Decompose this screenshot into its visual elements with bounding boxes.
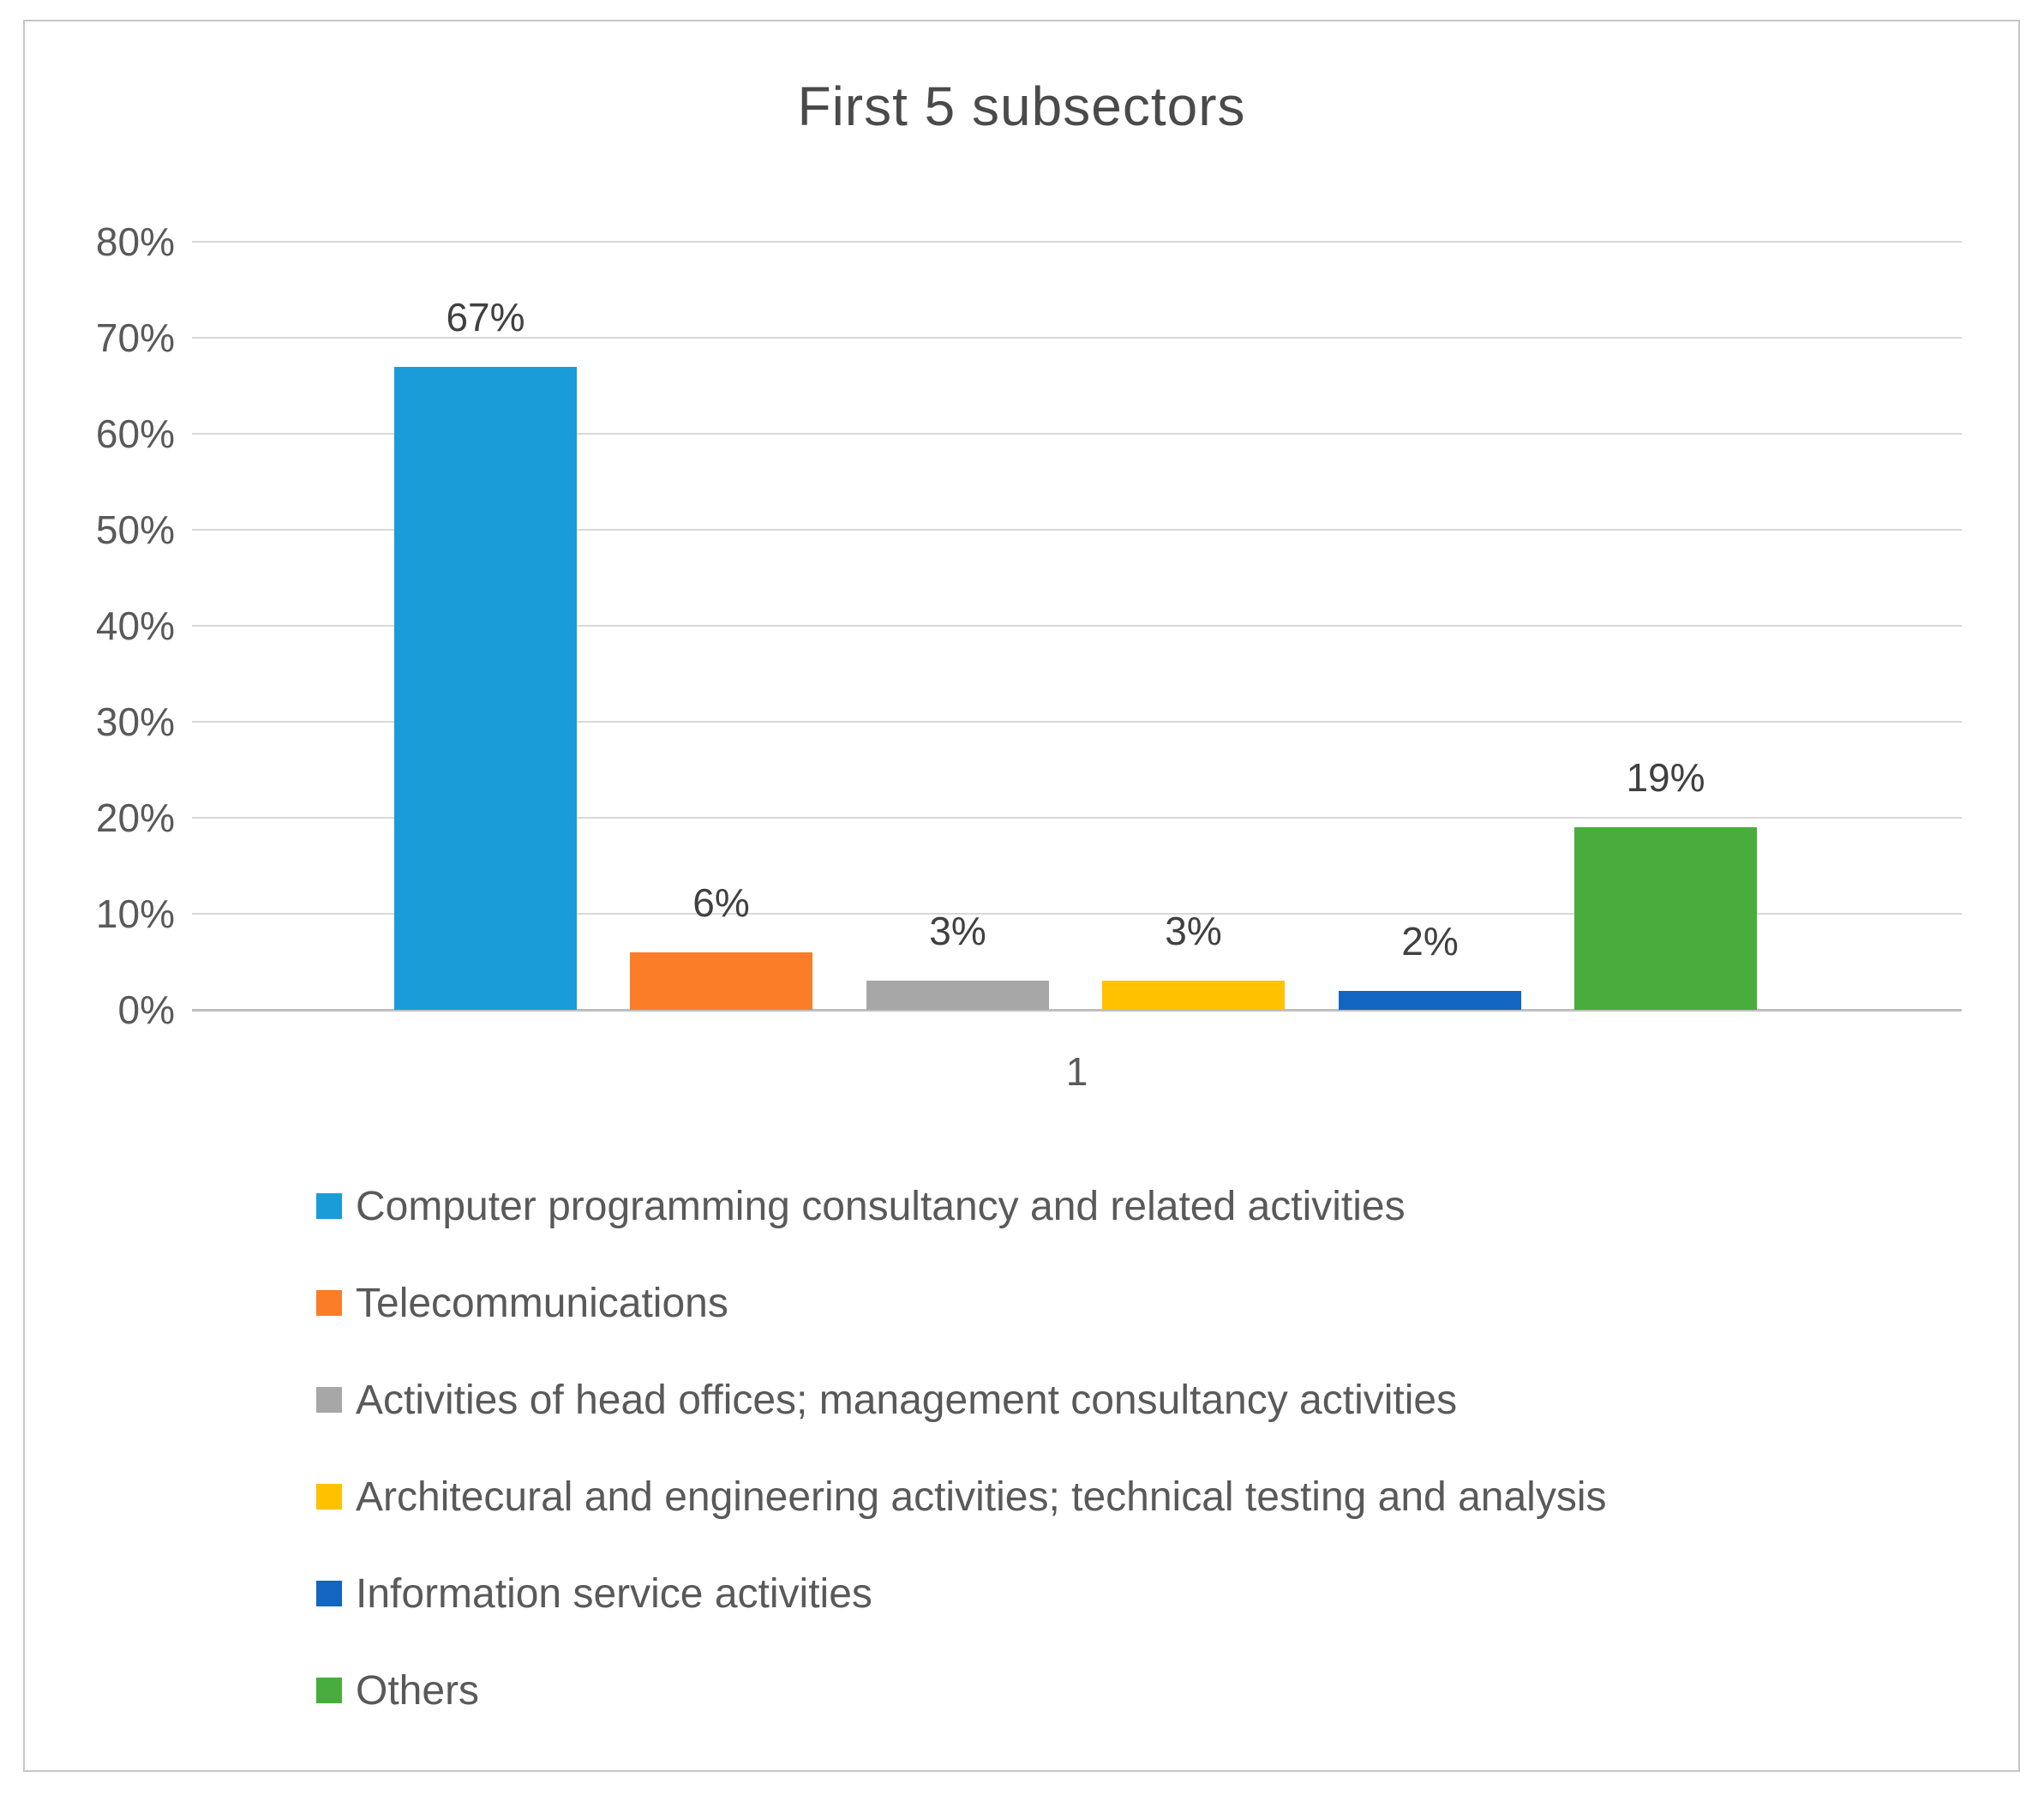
y-axis-tick-label: 70% [95, 315, 175, 360]
legend-swatch-icon [316, 1484, 342, 1510]
legend-item: Computer programming consultancy and rel… [316, 1176, 1406, 1236]
legend-item: Others [316, 1660, 479, 1720]
bar-data-label: 67% [446, 295, 525, 339]
legend-label: Activities of head offices; management c… [356, 1377, 1458, 1423]
gridline [192, 529, 1962, 531]
gridline [192, 913, 1962, 915]
legend-label: Information service activities [356, 1570, 872, 1617]
gridline [192, 817, 1962, 819]
legend-swatch-icon [316, 1387, 342, 1413]
chart-title: First 5 subsectors [797, 75, 1246, 137]
legend-swatch-icon [316, 1193, 342, 1219]
bar [394, 367, 577, 1010]
y-axis-tick-label: 80% [95, 219, 175, 264]
y-axis-tick-label: 50% [95, 507, 175, 552]
legend-item: Architecural and engineering activities;… [316, 1467, 1607, 1527]
legend-label: Architecural and engineering activities;… [356, 1474, 1607, 1520]
x-axis-tick-label: 1 [1065, 1049, 1088, 1094]
legend-label: Telecommunications [356, 1280, 728, 1326]
legend-swatch-icon [316, 1678, 342, 1703]
y-axis-tick-label: 10% [95, 891, 175, 936]
legend-swatch-icon [316, 1581, 342, 1606]
legend-label: Computer programming consultancy and rel… [356, 1183, 1406, 1229]
legend-item: Activities of head offices; management c… [316, 1370, 1457, 1430]
gridline [192, 721, 1962, 723]
chart-figure: First 5 subsectors 80% 70% 60% 50% 40% 30% 20%… [23, 20, 2020, 1772]
legend-label: Others [356, 1667, 480, 1714]
gridline [192, 337, 1962, 339]
bar-data-label: 6% [692, 880, 750, 925]
y-axis-tick-label: 30% [95, 699, 175, 744]
y-axis-tick-label: 20% [95, 795, 175, 840]
bar [1102, 981, 1285, 1010]
bar-data-label: 19% [1626, 755, 1705, 800]
legend-swatch-icon [316, 1290, 342, 1316]
y-axis-tick-label: 40% [95, 603, 175, 648]
bar [630, 952, 812, 1010]
gridline [192, 433, 1962, 435]
legend-item: Telecommunications [316, 1273, 728, 1333]
x-axis-line [192, 1009, 1962, 1012]
bar [866, 981, 1049, 1010]
bar-data-label: 3% [1165, 909, 1222, 953]
bar [1574, 827, 1757, 1010]
bar-data-label: 2% [1401, 919, 1459, 964]
y-axis-tick-label: 0% [117, 988, 175, 1032]
bar [1339, 991, 1521, 1010]
gridline [192, 625, 1962, 627]
bar-data-label: 3% [929, 909, 986, 953]
legend-item: Information service activities [316, 1564, 872, 1624]
y-axis-tick-label: 60% [95, 411, 175, 456]
gridline [192, 241, 1962, 243]
